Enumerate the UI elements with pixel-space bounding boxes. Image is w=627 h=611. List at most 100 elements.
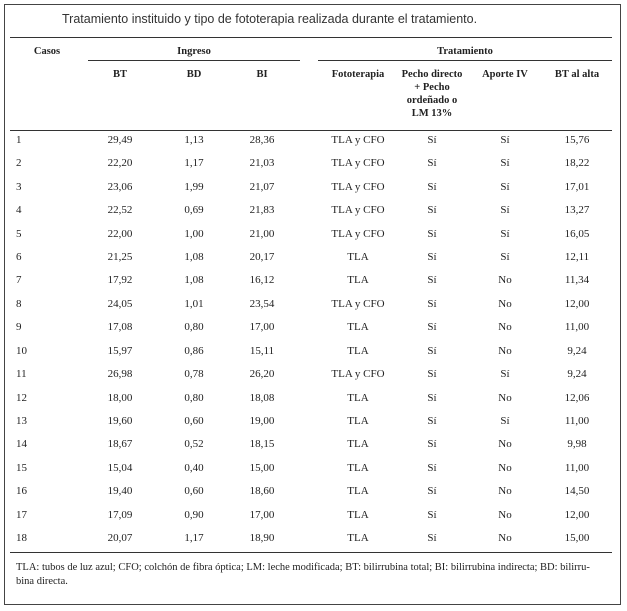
cell: Sí: [427, 251, 437, 264]
cell: Sí: [500, 368, 510, 381]
cell: Sí: [500, 227, 510, 240]
cell: 15,00: [249, 461, 275, 474]
cell: TLA: [347, 274, 369, 287]
cell: 15,11: [249, 344, 275, 357]
cell: 21,03: [249, 157, 275, 170]
cell: 9,98: [567, 438, 587, 451]
cell: Sí: [500, 251, 510, 264]
cell: 12,06: [564, 391, 590, 404]
cell: Sí: [427, 391, 437, 404]
cell: 12,11: [564, 251, 590, 264]
cell: 3: [16, 180, 22, 193]
cell: No: [498, 461, 512, 474]
cell: TLA y CFO: [331, 297, 385, 310]
cell: 28,36: [249, 134, 275, 146]
cell: Sí: [427, 438, 437, 451]
cell: 4: [16, 204, 22, 217]
cell: 10: [16, 344, 27, 357]
cell: TLA y CFO: [331, 368, 385, 381]
cell: Sí: [427, 368, 437, 381]
cell: Sí: [427, 227, 437, 240]
rule: [10, 552, 612, 553]
cell: 11,34: [564, 274, 590, 287]
cell: 8: [16, 297, 22, 310]
cell: Sí: [427, 414, 437, 427]
cell: 0,52: [184, 438, 204, 451]
cell: 1,17: [184, 531, 204, 544]
cell: 0,69: [184, 204, 204, 217]
frame: [4, 4, 621, 605]
cell: 11,00: [564, 461, 590, 474]
cell: 15,76: [564, 134, 590, 146]
cell: Sí: [427, 461, 437, 474]
cell: TLA y CFO: [331, 134, 385, 146]
cell: No: [498, 274, 512, 287]
cell: No: [498, 531, 512, 544]
cell: 11,00: [564, 321, 590, 334]
cell: TLA y CFO: [331, 227, 385, 240]
rule: [88, 60, 300, 61]
cell: 7: [16, 274, 22, 287]
cell: 13: [16, 414, 27, 427]
cell: TLA: [347, 508, 369, 521]
cell: 18,08: [249, 391, 275, 404]
cell: No: [498, 438, 512, 451]
cell: 14,50: [564, 485, 590, 498]
cell: 13,27: [564, 204, 590, 217]
cell: 24,05: [107, 297, 133, 310]
cell: Sí: [427, 531, 437, 544]
cell: 1,08: [184, 251, 204, 264]
cell: 20,17: [249, 251, 275, 264]
cell: 14: [16, 438, 27, 451]
column-header: BI: [256, 69, 268, 80]
footnote-line: bina directa.: [16, 576, 68, 587]
cell: 9,24: [567, 344, 587, 357]
cell: 21,00: [249, 227, 275, 240]
footnote-line: TLA: tubos de luz azul; CFO; colchón de …: [16, 562, 590, 573]
cell: TLA: [347, 321, 369, 334]
cell: 0,60: [184, 414, 204, 427]
cell: 18,00: [107, 391, 133, 404]
cell: 1,17: [184, 157, 204, 170]
cell: 23,06: [107, 180, 133, 193]
cell: 17: [16, 508, 27, 521]
cell: 19,60: [107, 414, 133, 427]
cell: Sí: [500, 134, 510, 146]
cell: TLA: [347, 461, 369, 474]
cell: TLA: [347, 414, 369, 427]
cell: 9,24: [567, 368, 587, 381]
group-header: Tratamiento: [437, 46, 493, 57]
cell: 1,08: [184, 274, 204, 287]
cell: Sí: [427, 297, 437, 310]
column-header: Pecho directo: [401, 69, 463, 80]
cell: 22,20: [107, 157, 133, 170]
cell: 23,54: [249, 297, 275, 310]
cell: TLA y CFO: [331, 180, 385, 193]
cell: Sí: [427, 321, 437, 334]
cell: 18,15: [249, 438, 275, 451]
footnote: TLA: tubos de luz azul; CFO; colchón de …: [16, 561, 590, 589]
cell: 0,80: [184, 321, 204, 334]
cell: 6: [16, 251, 22, 264]
cell: 1,99: [184, 180, 204, 193]
cell: 19,00: [249, 414, 275, 427]
cell: 1,13: [184, 134, 204, 146]
column-header: + Pecho: [414, 82, 450, 93]
cell: 11: [16, 368, 27, 381]
cell: 12,00: [564, 508, 590, 521]
cell: No: [498, 485, 512, 498]
cell: 1: [16, 134, 22, 146]
cell: 16,05: [564, 227, 590, 240]
cell: 5: [16, 227, 22, 240]
cell: TLA: [347, 438, 369, 451]
table-title: Tratamiento instituido y tipo de fototer…: [62, 12, 478, 26]
corner-header: Casos: [33, 46, 61, 57]
cell: Sí: [500, 180, 510, 193]
cell: 16: [16, 485, 27, 498]
cell: No: [498, 508, 512, 521]
cell: TLA: [347, 344, 369, 357]
cell: 1,01: [184, 297, 204, 310]
cell: 0,80: [184, 391, 204, 404]
cell: 17,09: [107, 508, 133, 521]
cell: No: [498, 391, 512, 404]
